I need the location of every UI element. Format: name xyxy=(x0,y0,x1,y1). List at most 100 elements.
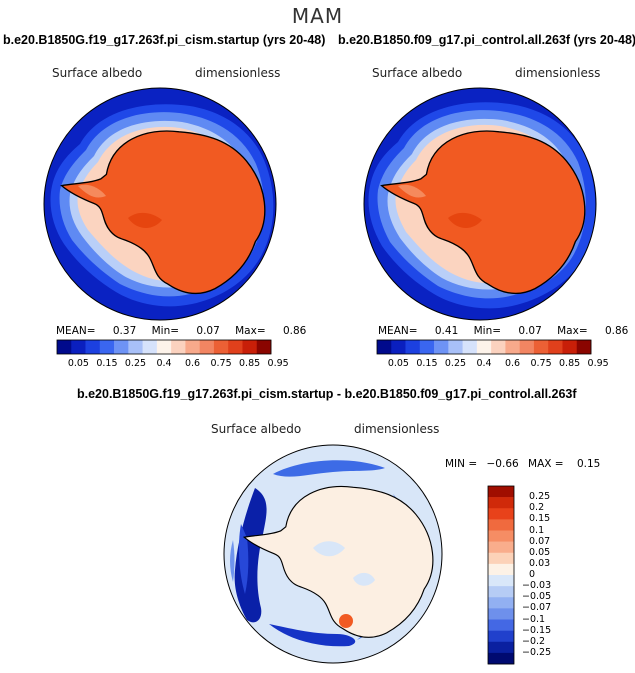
diff-colorbar-label: 0.07 xyxy=(529,535,551,547)
right-mean-value: 0.41 xyxy=(434,325,459,337)
right-colorbar-tick-label: 0.4 xyxy=(476,358,492,369)
diff-colorbar-swatch xyxy=(488,519,514,531)
left-colorbar-swatch xyxy=(171,340,186,354)
left-colorbar-tick-label: 0.15 xyxy=(96,358,118,369)
diff-colorbar xyxy=(487,485,515,665)
right-colorbar-tick-label: 0.15 xyxy=(416,358,438,369)
diff-colorbar-label: 0.1 xyxy=(529,524,545,536)
left-units-label: dimensionless xyxy=(195,66,281,80)
left-max-label: Max= xyxy=(235,325,266,337)
left-min-value: 0.07 xyxy=(196,325,220,337)
diff-colorbar-swatch xyxy=(488,586,514,598)
diff-colorbar-label: −0.05 xyxy=(522,591,552,603)
diff-max-label: MAX = xyxy=(528,458,564,470)
right-min-value: 0.07 xyxy=(518,325,542,337)
right-colorbar-tick-label: 0.85 xyxy=(559,358,581,369)
right-colorbar-swatch xyxy=(462,340,478,354)
left-mean-label: MEAN= xyxy=(56,325,96,337)
left-colorbar-tick-label: 0.85 xyxy=(239,358,261,369)
right-max-value: 0.86 xyxy=(604,325,629,337)
left-colorbar-swatch xyxy=(199,340,215,354)
left-colorbar-tick-label: 0.05 xyxy=(67,358,89,369)
right-colorbar-swatch xyxy=(533,340,549,354)
left-colorbar-tick-label: 0.95 xyxy=(267,358,289,369)
right-min-label: Min= xyxy=(473,325,502,337)
right-units-label: dimensionless xyxy=(515,66,601,80)
diff-colorbar-label: 0.15 xyxy=(529,513,551,525)
right-colorbar-tick-label: 0.75 xyxy=(530,358,552,369)
diff-colorbar-label: −0.15 xyxy=(522,624,552,636)
diff-colorbar-label: 0.2 xyxy=(529,502,545,514)
right-colorbar-outline xyxy=(376,339,592,355)
left-colorbar-swatch xyxy=(128,340,143,354)
diff-colorbar-swatch xyxy=(488,552,514,565)
right-colorbar-tick-label: 0.95 xyxy=(587,358,609,369)
diff-colorbar-label: −0.2 xyxy=(522,635,546,647)
diff-colorbar-swatch xyxy=(488,608,514,620)
right-panel-title: b.e20.B1850.f09_g17.pi_control.all.263f … xyxy=(338,33,635,47)
left-colorbar-swatch xyxy=(156,340,172,354)
right-colorbar-swatch xyxy=(391,340,406,354)
left-colorbar-swatch xyxy=(256,340,272,354)
left-colorbar-swatch xyxy=(242,340,258,354)
left-colorbar-swatch xyxy=(85,340,101,354)
diff-colorbar-label: −0.1 xyxy=(522,613,546,625)
diff-colorbar-label: 0.03 xyxy=(529,557,551,569)
left-stats: MEAN= 0.37 Min= 0.07 Max= 0.86 xyxy=(56,325,306,337)
diff-units-label: dimensionless xyxy=(354,422,440,436)
right-colorbar-swatch xyxy=(562,340,578,354)
right-colorbar-swatch xyxy=(505,340,520,354)
right-colorbar-swatch xyxy=(405,340,421,354)
right-colorbar-swatch xyxy=(434,340,449,354)
diff-colorbar-outline xyxy=(487,485,515,665)
season-title: MAM xyxy=(291,4,344,28)
diff-colorbar-label: −0.07 xyxy=(522,602,552,614)
right-colorbar-swatch xyxy=(476,340,492,354)
diff-colorbar-swatch xyxy=(488,575,514,587)
left-colorbar-tick-label: 0.6 xyxy=(184,358,201,369)
right-colorbar-swatch xyxy=(519,340,535,354)
left-colorbar-swatch xyxy=(185,340,200,354)
diff-colorbar-labels: 0.25 0.2 0.15 0.1 0.07 0.05 0.03 0 −0.03 −0.05 −0.… xyxy=(522,486,602,664)
diff-colorbar-label: −0.03 xyxy=(522,580,552,592)
left-colorbar-tick-label: 0.75 xyxy=(210,358,232,369)
diff-variable-label: Surface albedo xyxy=(211,422,302,436)
right-polar-map xyxy=(363,87,597,321)
left-panel-title: b.e20.B1850G.f19_g17.263f.pi_cism.startu… xyxy=(3,33,326,47)
left-max-value: 0.86 xyxy=(282,325,307,337)
left-colorbar-outline xyxy=(56,339,272,355)
left-colorbar-swatch xyxy=(71,340,86,354)
left-colorbar xyxy=(56,339,272,355)
diff-colorbar-swatch xyxy=(488,619,514,631)
left-colorbar-swatch xyxy=(213,340,229,354)
left-mean-value: 0.37 xyxy=(112,325,137,337)
left-min-label: Min= xyxy=(151,325,180,337)
left-colorbar-swatch xyxy=(142,340,158,354)
diff-min-value: −0.66 xyxy=(486,458,519,470)
right-variable-label: Surface albedo xyxy=(372,66,463,80)
diff-stats: MIN = −0.66 MAX = 0.15 xyxy=(445,458,600,470)
right-colorbar-swatch xyxy=(448,340,463,354)
right-colorbar-swatch xyxy=(377,340,392,354)
diff-colorbar-swatch xyxy=(488,508,514,520)
right-colorbar-swatch xyxy=(576,340,592,354)
right-colorbar-swatch xyxy=(491,340,506,354)
diff-min-label: MIN = xyxy=(445,458,478,470)
diff-colorbar-swatch xyxy=(488,597,514,609)
right-colorbar-ticks: 0.05 0.15 0.25 0.4 0.6 0.75 0.85 0.95 xyxy=(377,358,609,370)
left-colorbar-tick-label: 0.25 xyxy=(124,358,147,369)
diff-colorbar-label: 0.05 xyxy=(529,546,551,558)
diff-polar-map xyxy=(223,444,443,664)
diff-colorbar-label: 0.25 xyxy=(529,491,551,503)
right-colorbar xyxy=(376,339,592,355)
diff-colorbar-label: 0 xyxy=(529,569,536,580)
diff-colorbar-swatch xyxy=(488,530,514,542)
right-colorbar-swatch xyxy=(548,340,563,354)
right-stats: MEAN= 0.41 Min= 0.07 Max= 0.86 xyxy=(378,325,628,337)
left-colorbar-swatch xyxy=(57,340,72,354)
diff-colorbar-swatch xyxy=(488,541,514,554)
diff-colorbar-swatch xyxy=(488,563,514,576)
right-colorbar-tick-label: 0.25 xyxy=(444,358,467,369)
diff-max-value: 0.15 xyxy=(576,458,601,470)
left-colorbar-tick-label: 0.4 xyxy=(156,358,172,369)
